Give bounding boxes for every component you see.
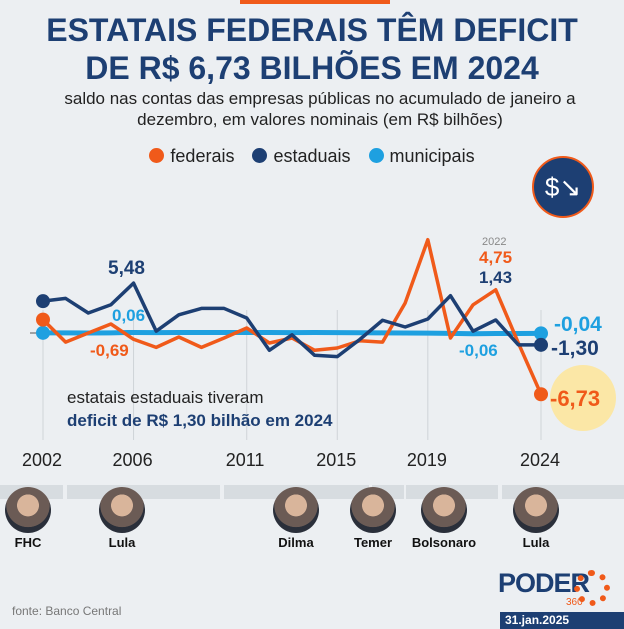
line-chart [30,237,616,440]
label-mun-2006: 0,06 [112,306,146,325]
president-name: FHC [14,535,42,550]
president-name: Lula [108,535,136,550]
highlight-circle [550,365,616,431]
title-line-2: DE R$ 6,73 BILHÕES EM 2024 [85,50,539,86]
president-name: Lula [522,535,550,550]
label-fed-2024: -6,73 [550,386,601,411]
point-federais-2002 [36,312,50,327]
x-tick-2019: 2019 [406,450,447,470]
term-bar [67,485,220,499]
label-est-2022: 1,43 [479,268,513,287]
series-estaduais [42,281,541,359]
x-tick-2011: 2011 [225,450,265,470]
x-tick-2006: 2006 [112,450,153,470]
logo-sun-icon [574,570,610,606]
president-name: Bolsonaro [411,535,477,550]
label-est-2024: -1,30 [551,337,599,360]
president-name: Temer [353,535,393,550]
label-est-2006: 5,48 [108,258,145,279]
label-mun-2024: -0,04 [554,313,602,336]
president-photo [350,487,396,533]
annotation: estatais estaduais tiveram deficit de R$ … [67,388,333,430]
point-municipais-2002 [36,325,50,340]
label-fed-2022: 4,75 [479,248,513,267]
publish-date: 31.jan.2025 [500,612,624,629]
money-down-trend-icon: $↘ [532,156,594,218]
point-estaduais-2002 [36,294,50,309]
president-name: Dilma [278,535,314,550]
president-photo [99,487,145,533]
subtitle: saldo nas contas das empresas públicas n… [64,89,576,129]
x-tick-2015: 2015 [316,450,357,470]
series-federais [41,237,543,395]
president-photo [273,487,319,533]
president-photo [5,487,51,533]
logo-360: 360 [566,597,583,608]
point-federais-2024 [534,387,548,402]
label-mun-2022: -0,06 [459,341,498,360]
top-accent-bar [240,0,390,4]
legend-federais: federais [149,146,234,167]
legend-estaduais: estaduais [252,146,351,167]
president-photo [513,487,559,533]
label-fed-2006: -0,69 [90,341,129,360]
legend-municipais: municipais [368,146,475,167]
x-tick-2024: 2024 [520,450,561,470]
title-line-1: ESTATAIS FEDERAIS TÊM DEFICIT [46,12,578,48]
president-photo [421,487,467,533]
point-estaduais-2024 [534,337,548,352]
point-municipais-2024 [534,326,548,341]
x-tick-2002: 2002 [22,450,63,470]
source: fonte: Banco Central [12,604,122,618]
legend: federais estaduais municipais [0,146,624,167]
label-year-2022: 2022 [482,236,507,248]
